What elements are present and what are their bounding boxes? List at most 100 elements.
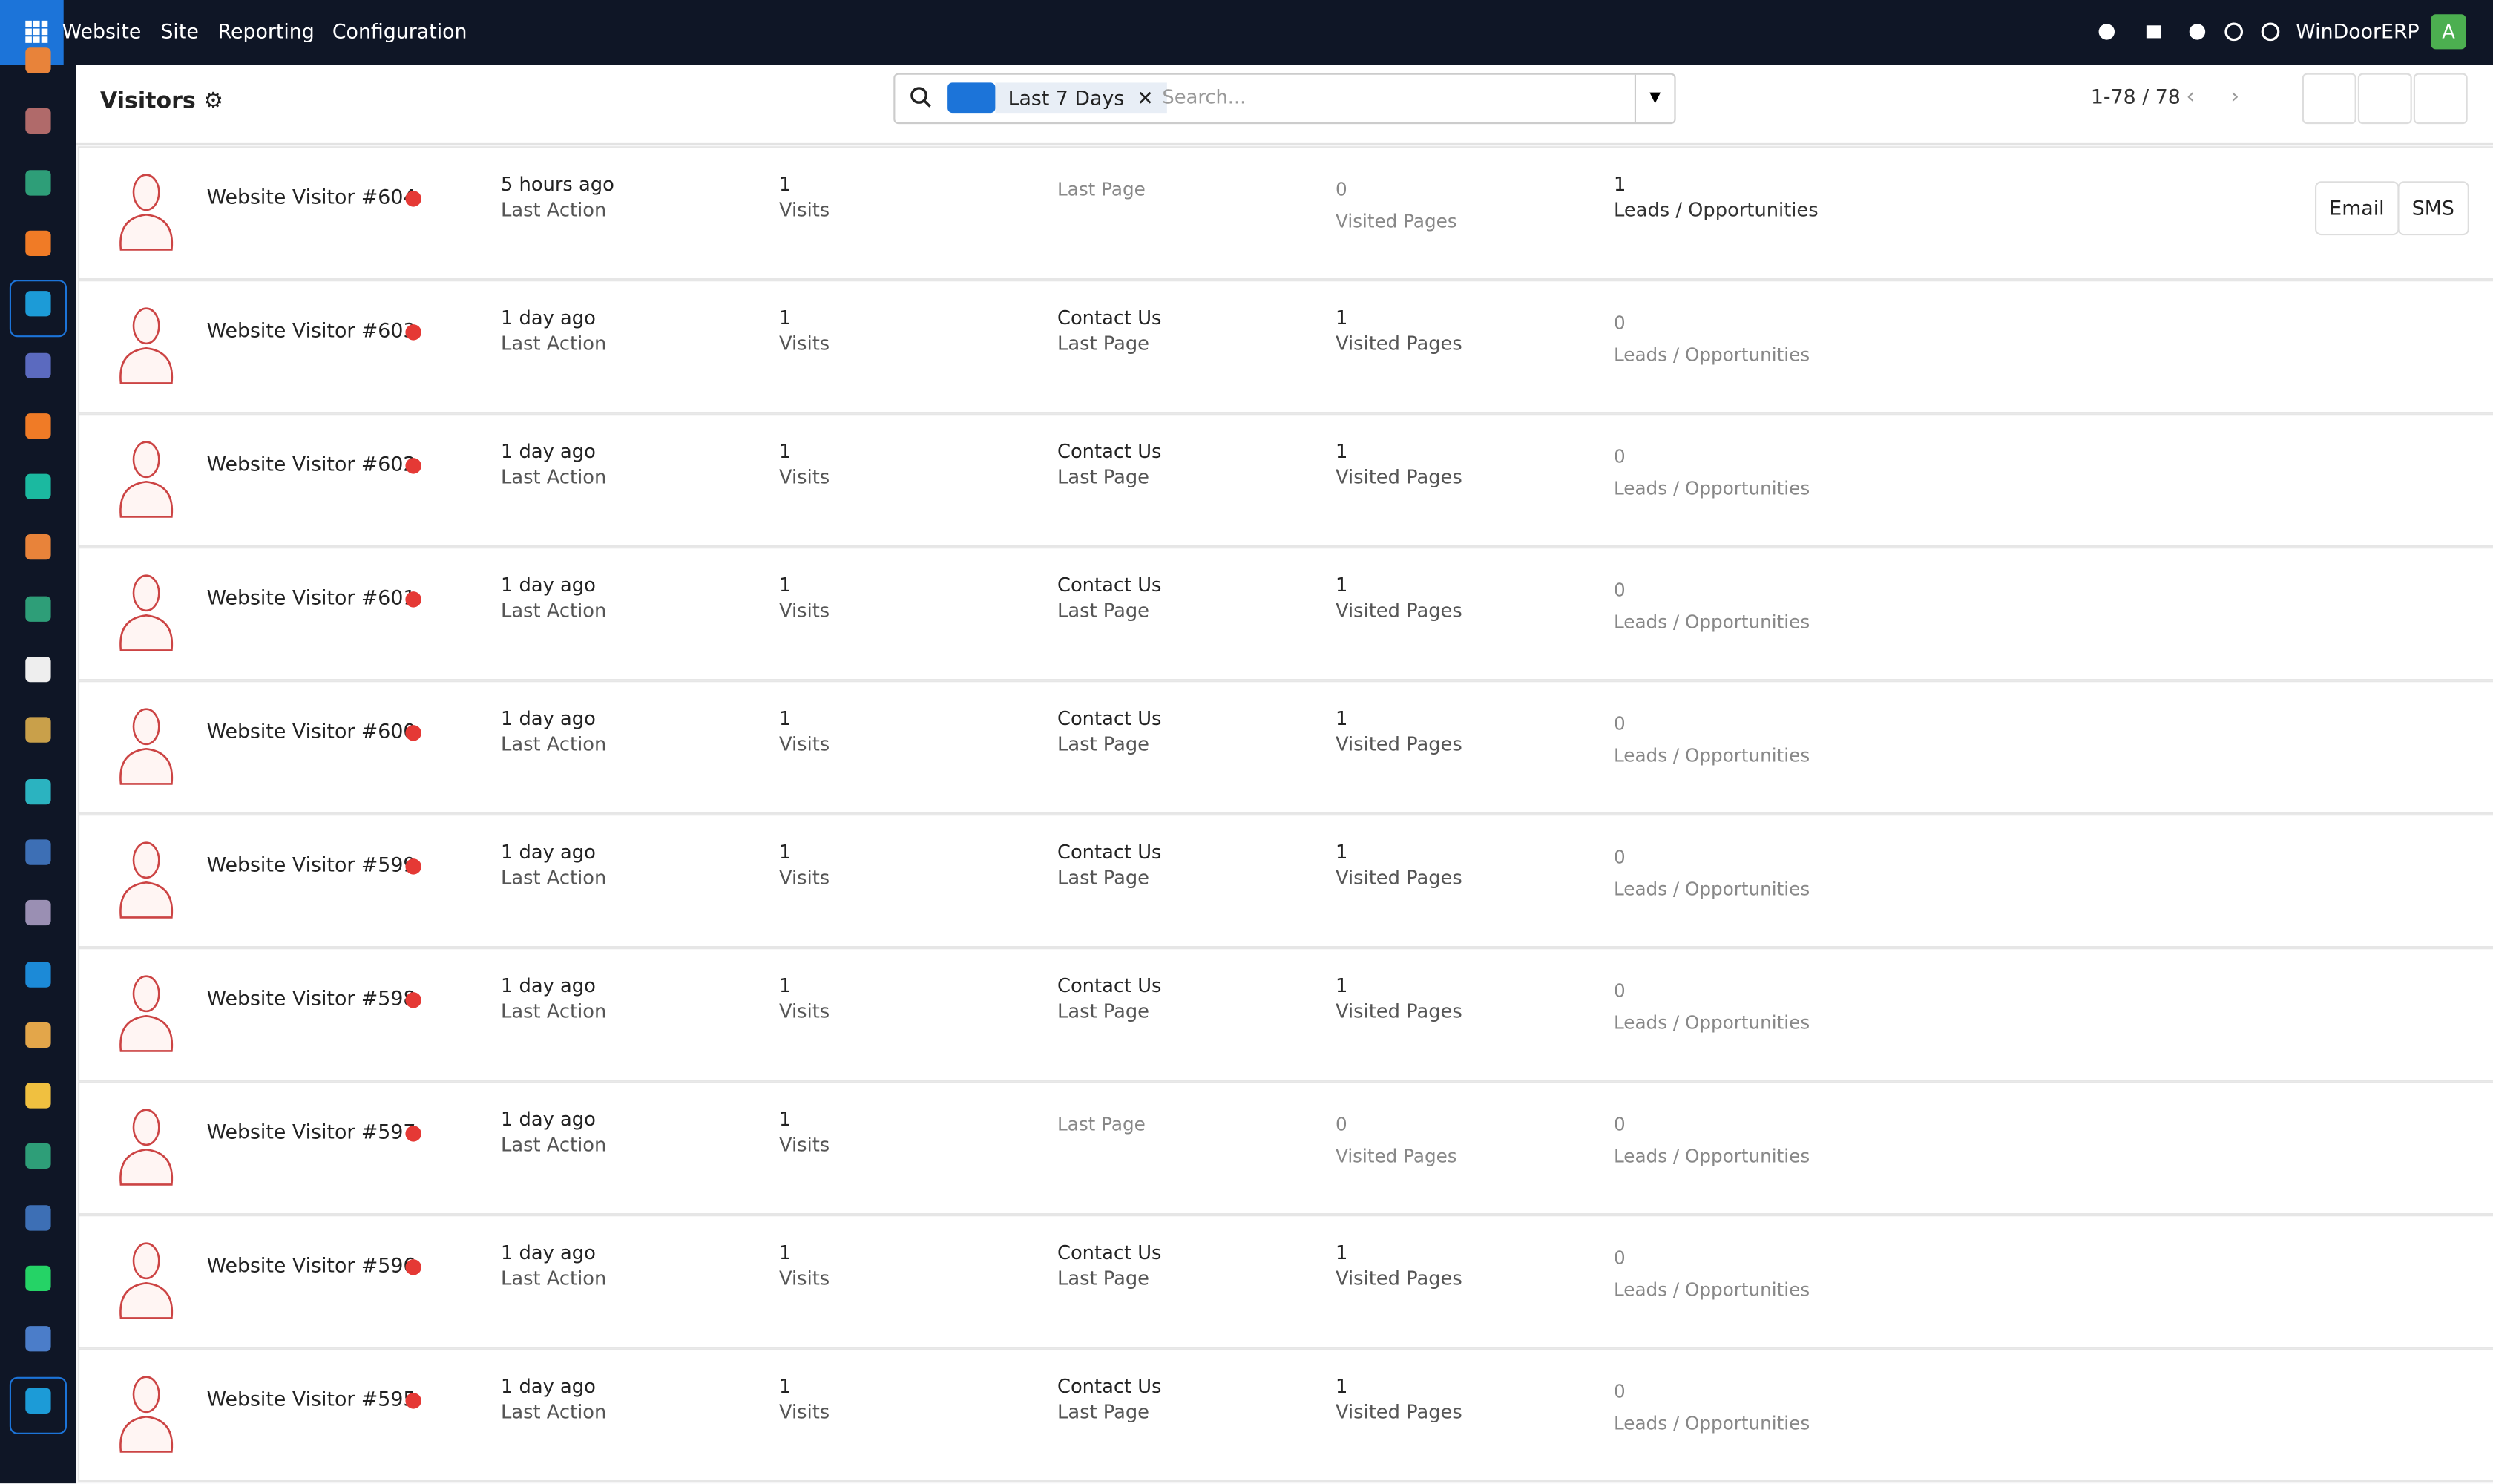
last-action-value: 1 day ago — [501, 841, 596, 864]
visitor-name[interactable]: Website Visitor #596 — [206, 1252, 416, 1277]
visitor-name[interactable]: Website Visitor #602 — [206, 451, 416, 476]
app-icon[interactable] — [25, 1083, 51, 1109]
menu-item[interactable]: Reporting — [217, 19, 315, 43]
app-icon[interactable] — [25, 900, 51, 926]
menu-item[interactable]: Site — [160, 19, 199, 43]
app-icon[interactable] — [25, 595, 51, 622]
visitor-card[interactable]: Website Visitor #601 1 day ago Last Action… — [78, 547, 2493, 681]
last-page-value: Contact Us — [1057, 841, 1162, 864]
last-page-value: Contact Us — [1057, 1241, 1162, 1264]
leads-label: Leads / Opportunities — [1614, 198, 1819, 221]
visits-label: Visits — [779, 732, 830, 755]
visited-pages-value: 1 — [1336, 306, 1348, 329]
app-icon[interactable] — [25, 718, 51, 743]
status-dot — [405, 858, 421, 875]
status-dot — [405, 458, 421, 474]
app-icon[interactable] — [25, 534, 51, 561]
leads-value: 0 — [1614, 712, 1626, 735]
menu-item[interactable]: Website — [62, 19, 142, 43]
app-icon[interactable] — [25, 230, 51, 256]
visited-pages-value: 1 — [1336, 1241, 1348, 1264]
search-toggle[interactable]: ▼ — [1634, 74, 1675, 122]
visits-label: Visits — [779, 332, 830, 355]
active-app-frame[interactable] — [9, 280, 68, 338]
visitor-card[interactable]: Website Visitor #598 1 day ago Last Action… — [78, 948, 2493, 1082]
visitor-name[interactable]: Website Visitor #595 — [206, 1386, 416, 1411]
visited-pages-label: Visited Pages — [1336, 599, 1462, 622]
graph-view-button[interactable] — [2413, 73, 2468, 125]
systray-icons[interactable] — [2091, 16, 2290, 47]
filter-facet[interactable]: Last 7 Days ✕ — [995, 82, 1166, 114]
app-icon[interactable] — [25, 47, 51, 73]
avatar-placeholder — [119, 708, 174, 785]
app-icon[interactable] — [25, 108, 51, 134]
app-icon[interactable] — [25, 1143, 51, 1169]
app-icon[interactable] — [25, 1265, 51, 1291]
visitor-name[interactable]: Website Visitor #601 — [206, 585, 416, 609]
menu-item[interactable]: Configuration — [332, 19, 467, 43]
visitor-name[interactable]: Website Visitor #603 — [206, 318, 416, 342]
last-page-label: Last Page — [1057, 465, 1150, 488]
user-avatar[interactable]: A — [2431, 14, 2466, 50]
leads-label: Leads / Opportunities — [1614, 1411, 1810, 1434]
visitor-card[interactable]: Website Visitor #599 1 day ago Last Action… — [78, 814, 2493, 948]
app-icon[interactable] — [25, 413, 51, 439]
app-icon[interactable] — [25, 1204, 51, 1230]
facet-label: Last 7 Days — [1008, 85, 1125, 110]
visited-pages-label: Visited Pages — [1336, 209, 1457, 232]
visitor-name[interactable]: Website Visitor #599 — [206, 852, 416, 876]
app-icon[interactable] — [25, 1022, 51, 1048]
avatar-placeholder — [119, 1109, 174, 1186]
last-action-value: 1 day ago — [501, 1108, 596, 1131]
visited-pages-value: 1 — [1336, 841, 1348, 864]
visited-pages-value: 1 — [1336, 1375, 1348, 1398]
visitor-card[interactable]: Website Visitor #603 1 day ago Last Action… — [78, 280, 2493, 414]
visitor-card[interactable]: Website Visitor #604 5 hours ago Last Acti… — [78, 146, 2493, 280]
pager-value[interactable]: 1-78 / 78 — [2090, 84, 2181, 108]
last-action-label: Last Action — [501, 866, 607, 889]
sms-button[interactable]: SMS — [2397, 181, 2469, 236]
visitor-card[interactable]: Website Visitor #600 1 day ago Last Action… — [78, 680, 2493, 815]
app-icon[interactable] — [25, 839, 51, 865]
visited-pages-value: 0 — [1336, 1113, 1347, 1135]
active-app-frame[interactable] — [9, 1376, 68, 1434]
list-view-button[interactable] — [2357, 73, 2412, 125]
company-name[interactable]: WinDoorERP — [2296, 19, 2420, 43]
visited-pages-value: 0 — [1336, 178, 1347, 200]
visits-value: 1 — [779, 974, 792, 997]
app-icon[interactable] — [25, 473, 51, 500]
control-panel: Visitors ⚙ Last 7 Days ✕ Search... ▼ 1-7… — [76, 65, 2493, 145]
visitor-card[interactable]: Website Visitor #602 1 day ago Last Action… — [78, 413, 2493, 548]
status-dot — [405, 324, 421, 341]
app-icon[interactable] — [25, 1387, 51, 1414]
leads-label: Leads / Opportunities — [1614, 610, 1810, 633]
app-icon[interactable] — [25, 961, 51, 987]
visits-value: 1 — [779, 707, 792, 730]
avatar-placeholder — [119, 307, 174, 384]
leads-label: Leads / Opportunities — [1614, 877, 1810, 900]
pager-prev[interactable]: ‹ › — [2186, 84, 2240, 110]
last-action-label: Last Action — [501, 198, 607, 221]
app-icon[interactable] — [25, 1326, 51, 1353]
search-bar[interactable]: Last 7 Days ✕ Search... ▼ — [893, 73, 1676, 125]
app-icon[interactable] — [25, 169, 51, 195]
visitor-card[interactable]: Website Visitor #597 1 day ago Last Action… — [78, 1081, 2493, 1215]
app-icon[interactable] — [25, 352, 51, 378]
last-action-value: 1 day ago — [501, 1375, 596, 1398]
visitor-name[interactable]: Website Visitor #598 — [206, 985, 416, 1010]
kanban-view-button[interactable] — [2302, 73, 2356, 125]
visitor-name[interactable]: Website Visitor #604 — [206, 184, 416, 209]
last-action-value: 1 day ago — [501, 574, 596, 597]
visitor-name[interactable]: Website Visitor #597 — [206, 1119, 416, 1143]
visitor-card[interactable]: Website Visitor #595 1 day ago Last Action… — [78, 1348, 2493, 1483]
search-placeholder[interactable]: Search... — [1162, 85, 1246, 108]
app-icon[interactable] — [25, 778, 51, 804]
app-icon[interactable] — [25, 291, 51, 317]
app-icon[interactable] — [25, 657, 51, 683]
last-action-value: 1 day ago — [501, 707, 596, 730]
visitor-name[interactable]: Website Visitor #600 — [206, 718, 416, 743]
visitor-card[interactable]: Website Visitor #596 1 day ago Last Action… — [78, 1215, 2493, 1349]
last-page-value: Contact Us — [1057, 1375, 1162, 1398]
email-button[interactable]: Email — [2315, 181, 2399, 236]
